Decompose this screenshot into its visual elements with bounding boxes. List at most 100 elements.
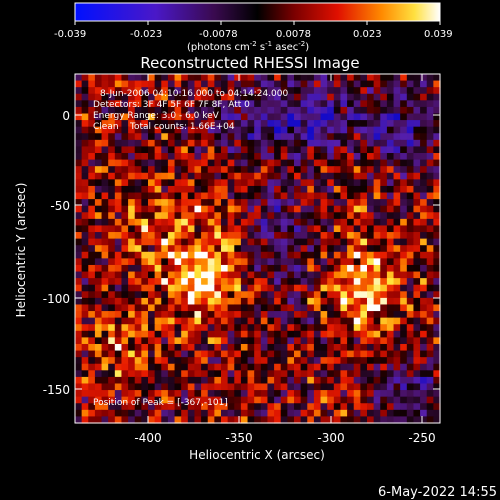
heatmap-cell	[327, 185, 335, 194]
heatmap-cell	[128, 80, 136, 88]
heatmap-cell	[433, 337, 441, 345]
heatmap-cell	[161, 146, 169, 154]
heatmap-cell	[254, 113, 262, 121]
heatmap-cell	[154, 284, 162, 292]
heatmap-cell	[207, 113, 215, 121]
heatmap-cell	[214, 192, 222, 200]
heatmap-cell	[227, 409, 235, 418]
heatmap-cell	[267, 297, 275, 306]
heatmap-cell	[207, 245, 215, 253]
heatmap-cell	[400, 106, 408, 115]
heatmap-cell	[81, 370, 89, 378]
heatmap-cell	[141, 139, 149, 148]
heatmap-cell	[128, 93, 136, 101]
heatmap-cell	[134, 396, 142, 404]
heatmap-cell	[187, 304, 196, 312]
heatmap-cell	[207, 120, 215, 128]
heatmap-cell	[88, 264, 96, 273]
heatmap-cell	[94, 324, 103, 332]
heatmap-cell	[420, 159, 428, 167]
heatmap-cell	[313, 192, 322, 200]
heatmap-cell	[201, 251, 209, 259]
heatmap-cell	[114, 113, 123, 121]
heatmap-cell	[161, 205, 169, 213]
heatmap-cell	[167, 205, 176, 213]
heatmap-cell	[161, 232, 169, 240]
heatmap-cell	[380, 133, 388, 141]
heatmap-cell	[201, 139, 209, 148]
heatmap-cell	[128, 218, 136, 227]
heatmap-cell	[121, 80, 129, 88]
heatmap-cell	[260, 232, 269, 240]
heatmap-cell	[287, 133, 295, 141]
heatmap-cell	[114, 74, 123, 82]
heatmap-cell	[393, 153, 401, 161]
heatmap-cell	[406, 199, 415, 207]
heatmap-cell	[75, 324, 83, 332]
heatmap-cell	[114, 390, 123, 398]
heatmap-cell	[108, 245, 116, 253]
heatmap-cell	[340, 232, 348, 240]
heatmap-cell	[373, 383, 381, 391]
heatmap-cell	[300, 337, 308, 345]
heatmap-cell	[254, 251, 262, 259]
heatmap-cell	[121, 172, 129, 180]
heatmap-cell	[187, 311, 196, 319]
heatmap-cell	[386, 416, 395, 424]
heatmap-cell	[161, 390, 169, 398]
heatmap-cell	[81, 225, 89, 233]
heatmap-cell	[320, 304, 328, 312]
heatmap-cell	[340, 403, 348, 411]
heatmap-cell	[221, 271, 229, 279]
heatmap-cell	[94, 113, 103, 121]
heatmap-cell	[101, 350, 109, 358]
heatmap-cell	[333, 172, 342, 180]
heatmap-cell	[300, 271, 308, 279]
heatmap-cell	[240, 396, 249, 404]
heatmap-cell	[300, 80, 308, 88]
heatmap-cell	[101, 264, 109, 273]
heatmap-cell	[367, 232, 375, 240]
heatmap-cell	[128, 205, 136, 213]
heatmap-cell	[373, 113, 381, 121]
heatmap-cell	[75, 297, 83, 306]
heatmap-cell	[406, 284, 415, 292]
heatmap-cell	[247, 264, 255, 273]
heatmap-cell	[128, 337, 136, 345]
heatmap-cell	[386, 409, 395, 418]
heatmap-cell	[333, 291, 342, 299]
heatmap-cell	[108, 291, 116, 299]
heatmap-cell	[240, 291, 249, 299]
heatmap-cell	[207, 383, 215, 391]
heatmap-cell	[181, 258, 189, 266]
heatmap-cell	[141, 232, 149, 240]
heatmap-cell	[373, 330, 381, 338]
heatmap-cell	[327, 113, 335, 121]
heatmap-cell	[148, 337, 156, 345]
heatmap-cell	[400, 87, 408, 95]
heatmap-cell	[240, 80, 249, 88]
heatmap-cell	[260, 416, 269, 424]
heatmap-cell	[214, 291, 222, 299]
heatmap-cell	[333, 403, 342, 411]
heatmap-cell	[406, 357, 415, 365]
heatmap-cell	[214, 218, 222, 227]
heatmap-cell	[367, 324, 375, 332]
heatmap-cell	[154, 232, 162, 240]
heatmap-cell	[347, 383, 355, 391]
heatmap-cell	[75, 376, 83, 385]
heatmap-cell	[101, 311, 109, 319]
heatmap-cell	[333, 179, 342, 187]
heatmap-cell	[141, 93, 149, 101]
heatmap-cell	[340, 153, 348, 161]
heatmap-cell	[393, 376, 401, 385]
heatmap-cell	[333, 225, 342, 233]
heatmap-cell	[167, 199, 176, 207]
heatmap-cell	[360, 383, 368, 391]
heatmap-cell	[148, 317, 156, 325]
heatmap-cell	[174, 363, 182, 371]
heatmap-cell	[227, 205, 235, 213]
heatmap-cell	[307, 409, 315, 418]
heatmap-cell	[187, 133, 196, 141]
heatmap-cell	[247, 80, 255, 88]
